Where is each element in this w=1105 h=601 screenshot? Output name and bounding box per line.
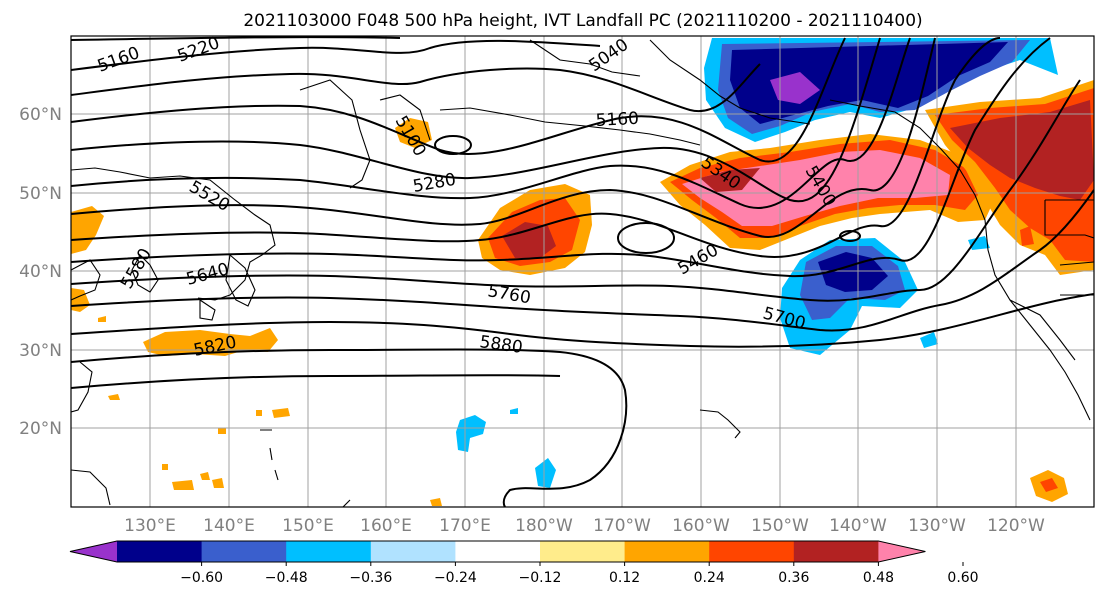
colorbar-tick-label: −0.60 <box>180 570 223 586</box>
colorbar: −0.60 −0.48 −0.36 −0.24 −0.12 0.12 0.24 0.36 0.4… <box>69 540 979 586</box>
colorbar-tick-label: −0.24 <box>434 570 477 586</box>
negative-blob-tropics <box>456 415 486 452</box>
contour-label: 5160 <box>595 109 639 131</box>
positive-anomaly-dateline <box>478 184 592 275</box>
colorbar-tick-label: −0.12 <box>519 570 562 586</box>
colorbar-tick-label: 0.36 <box>778 570 809 586</box>
colorbar-extend-min <box>70 541 117 562</box>
colorbar-segment <box>455 541 541 562</box>
colorbar-tick-label: 0.12 <box>609 570 640 586</box>
colorbar-extend-max <box>878 541 926 562</box>
map-panel: 5160 5220 5040 5160 5100 5280 5340 5400 … <box>70 35 1095 508</box>
colorbar-segment <box>286 541 372 562</box>
lon-label: 160°E <box>360 516 412 536</box>
map-border <box>70 35 1095 508</box>
lat-label: 40°N <box>19 262 62 282</box>
lon-label: 150°W <box>751 516 809 536</box>
colorbar-segment <box>709 541 795 562</box>
height-contours <box>71 36 1094 507</box>
positive-anomaly-japan <box>71 206 1068 506</box>
lat-label: 60°N <box>19 105 62 125</box>
colorbar-tick-label: −0.48 <box>265 570 308 586</box>
colorbar-tick-label: 0.48 <box>863 570 894 586</box>
longitude-labels: 130°E 140°E 150°E 160°E 170°E 180°W 170°… <box>124 516 1045 536</box>
colorbar-tick-label: 0.60 <box>947 570 978 586</box>
lon-label: 140°W <box>829 516 887 536</box>
colorbar-segment <box>117 541 203 562</box>
lat-label: 30°N <box>19 341 62 361</box>
lon-label: 130°E <box>124 516 176 536</box>
lon-label: 130°W <box>908 516 966 536</box>
map-title: 2021103000 F048 500 hPa height, IVT Land… <box>243 11 922 31</box>
negative-blob-tropics-2 <box>535 458 556 488</box>
colorbar-segment <box>540 541 626 562</box>
lon-label: 120°W <box>987 516 1045 536</box>
lon-label: 170°E <box>439 516 491 536</box>
gridlines <box>71 36 1094 507</box>
lon-label: 150°E <box>282 516 334 536</box>
lon-label: 160°W <box>672 516 730 536</box>
colorbar-segment <box>624 541 710 562</box>
negative-blob-tropics-3 <box>510 408 518 414</box>
positive-blob-kamchatka <box>395 118 432 148</box>
colorbar-tick-label: 0.24 <box>694 570 725 586</box>
colorbar-segment <box>370 541 456 562</box>
colorbar-segment <box>201 541 287 562</box>
colorbar-segment <box>793 541 879 562</box>
colorbar-tick-label: −0.36 <box>349 570 392 586</box>
lon-label: 170°W <box>593 516 651 536</box>
lat-label: 20°N <box>19 419 62 439</box>
negative-anomaly-gulf-of-alaska <box>704 38 1058 142</box>
lat-label: 50°N <box>19 184 62 204</box>
latitude-labels: 60°N 50°N 40°N 30°N 20°N <box>19 105 62 439</box>
lon-label: 180°W <box>515 516 573 536</box>
lon-label: 140°E <box>203 516 255 536</box>
